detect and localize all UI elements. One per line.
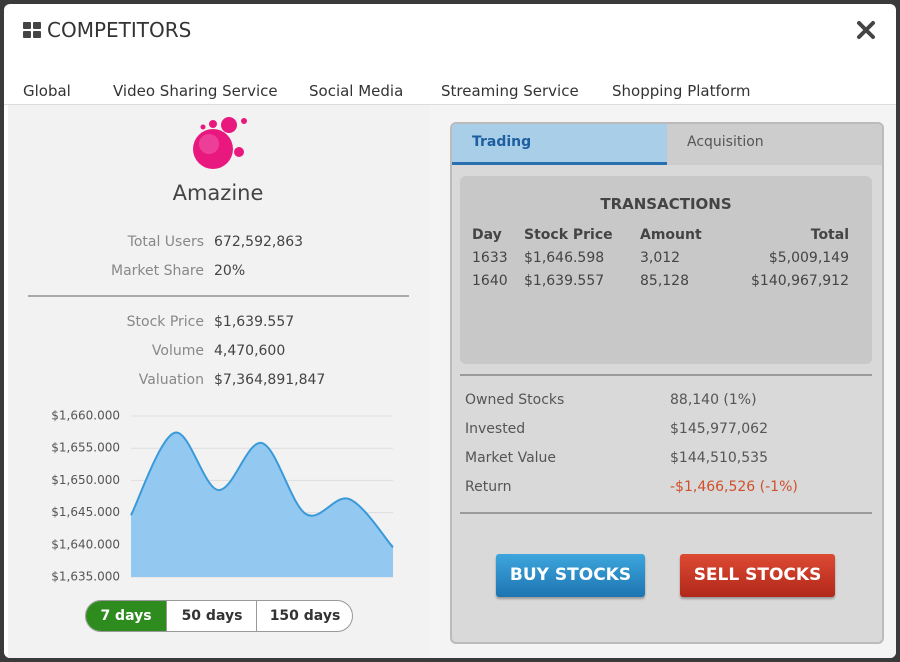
table-cell: 85,128 [640,273,689,289]
table-cell: 1633 [472,250,508,266]
summary-value: $144,510,535 [670,450,768,466]
column-header: Amount [640,227,702,243]
summary-value: 88,140 (1%) [670,392,757,408]
y-tick-label: $1,645.000 [51,505,120,519]
company-name: Amazine [172,181,264,205]
transactions-title: TRANSACTIONS [600,195,732,213]
range-button[interactable]: 7 days [86,601,166,631]
divider [460,374,872,376]
buy-button[interactable]: BUY STOCKS [496,554,645,597]
stat-label: Market Share [111,263,204,279]
stat-value: 4,470,600 [214,343,286,359]
table-cell: 3,012 [640,250,681,266]
summary-label: Owned Stocks [465,392,565,408]
divider [460,512,872,514]
y-tick-label: $1,650.000 [51,473,120,487]
divider [28,295,409,297]
table-cell: 1640 [472,273,508,289]
range-button[interactable]: 150 days [256,601,352,631]
time-range-selector: 7 days 50 days 150 days [85,600,353,632]
category-tab[interactable]: Global [23,82,71,100]
summary-value: $145,977,062 [670,421,768,437]
stat-value: $7,364,891,847 [214,372,326,388]
y-tick-label: $1,635.000 [51,570,120,584]
stat-label: Valuation [138,372,204,388]
table-cell: $1,639.557 [524,273,605,289]
y-tick-label: $1,660.000 [51,409,120,423]
stock-chart: $1,635.000 $1,640.000 $1,645.000 $1,650.000… [51,409,394,584]
table-cell: $5,009,149 [768,250,849,266]
stat-value: 672,592,863 [214,234,304,250]
category-tab[interactable]: Social Media [309,82,404,100]
trading-tab[interactable] [452,124,667,165]
column-header: Day [472,227,502,243]
sell-button[interactable]: SELL STOCKS [680,554,835,597]
line [130,431,394,549]
stat-value: $1,639.557 [214,314,295,330]
stat-label: Stock Price [126,314,204,330]
table-cell: $140,967,912 [751,273,849,289]
y-tick-label: $1,655.000 [51,441,120,455]
acquisition-tab[interactable] [667,124,882,165]
table-cell: $1,646.598 [524,250,605,266]
summary-label: Return [465,479,512,495]
company-logo [193,117,247,169]
summary-label: Invested [465,421,526,437]
summary-label: Market Value [465,450,557,466]
grid-icon [23,22,41,38]
stat-label: Volume [151,343,204,359]
stat-value: 20% [214,263,246,279]
window-title: COMPETITORS [47,18,192,42]
transactions-box [460,176,872,364]
tab-label[interactable]: Acquisition [687,134,764,150]
range-button[interactable]: 50 days [166,601,257,631]
stat-label: Total Users [127,234,204,250]
column-header: Stock Price [524,227,613,243]
area [131,432,393,577]
y-tick-label: $1,640.000 [51,537,120,551]
divider [4,104,896,105]
column-header: Total [810,227,849,243]
summary-value: -$1,466,526 (-1%) [670,479,798,495]
category-tab[interactable]: Shopping Platform [612,82,751,100]
category-tab[interactable]: Streaming Service [441,82,579,100]
close-button[interactable] [856,20,876,40]
category-tab[interactable]: Video Sharing Service [113,82,278,100]
tab-label[interactable]: Trading [472,134,532,150]
